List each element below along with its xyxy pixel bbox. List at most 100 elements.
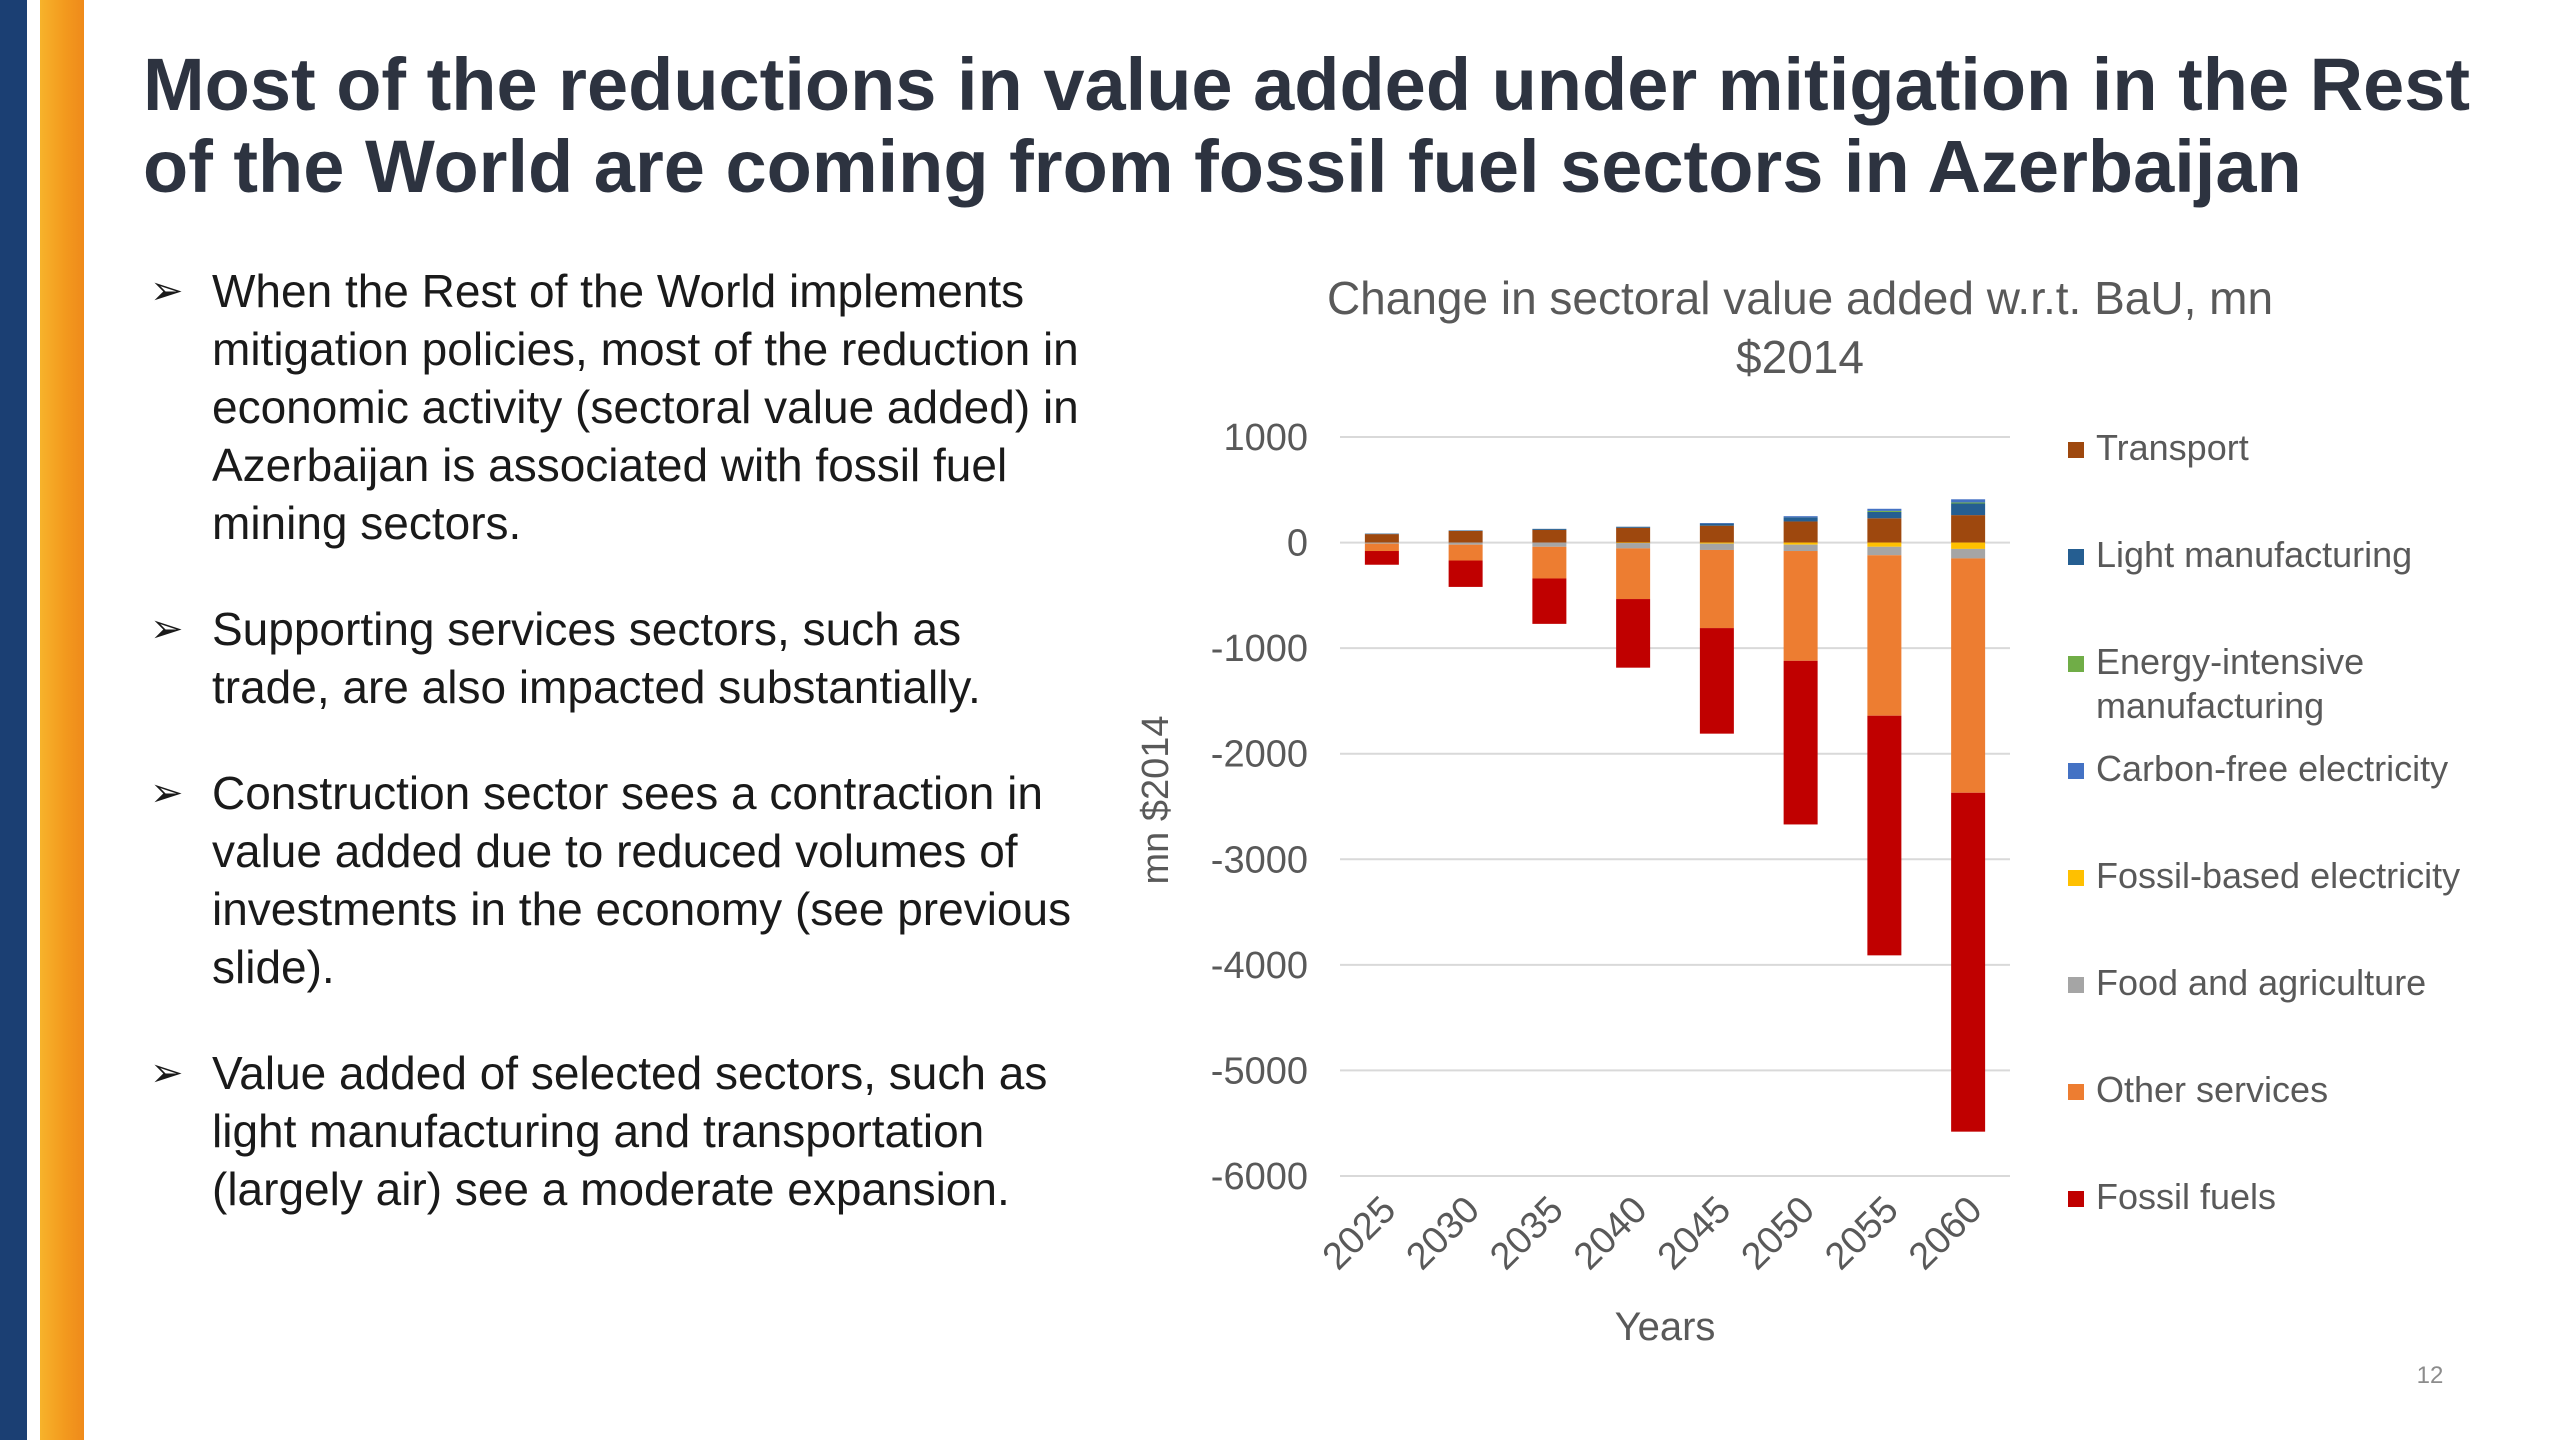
y-tick-label: -5000 [1211,1050,1308,1092]
bar-food-and-agriculture-2050 [1783,544,1818,552]
bar-light-manufacturing-2060 [1951,503,1986,516]
legend-label: Transport [2096,427,2249,468]
y-axis-ticks: 1000 0 -1000 -2000 -3000 -4000 -5000 -6000 [1211,417,1308,1198]
bar-food-and-agriculture-2055 [1867,546,1902,556]
y-axis-label: mn $2014 [1135,715,1177,884]
bar-fossil-fuels-2040 [1616,599,1651,668]
bar-food-and-agriculture-2030 [1448,542,1483,545]
legend-swatch [2068,870,2084,886]
bar-fossil-based-electricity-2060 [1951,542,1986,549]
bar-other-services-2050 [1783,551,1818,661]
bar-fossil-based-electricity-2055 [1867,542,1902,547]
y-tick-label: -6000 [1211,1156,1308,1198]
bar-light-manufacturing-2045 [1699,523,1734,526]
x-tick-label: 2040 [1566,1189,1655,1278]
x-tick-label: 2060 [1901,1189,1990,1278]
y-tick-label: 0 [1287,523,1308,565]
bar-fossil-fuels-2050 [1783,660,1818,825]
bar-other-services-2035 [1532,546,1567,579]
legend-swatch [2068,763,2084,779]
bar-food-and-agriculture-2035 [1532,542,1567,547]
bar-light-manufacturing-2050 [1783,517,1818,522]
left-stripe-orange [40,0,84,1440]
bar-transport-2055 [1867,518,1902,543]
bar-fossil-based-electricity-2045 [1699,542,1734,544]
arrow-bullet-icon: ➢ [150,607,184,651]
legend-swatch [2068,1191,2084,1207]
bar-carbon-free-electricity-2055 [1867,508,1902,511]
chart-title-line-1: Change in sectoral value added w.r.t. Ba… [1327,272,2273,324]
legend-label: Other services [2096,1069,2328,1110]
x-axis-label: Years [1615,1305,1716,1349]
bar-fossil-fuels-2025 [1364,551,1399,565]
bar-food-and-agriculture-2040 [1616,543,1651,549]
page-number: 12 [2416,1362,2444,1389]
bar-food-and-agriculture-2025 [1364,542,1399,544]
bar-transport-2045 [1699,525,1734,543]
bar-energy-intensive-manufacturing-2055 [1867,510,1902,512]
legend-swatch [2068,977,2084,993]
bar-light-manufacturing-2055 [1867,511,1902,519]
bar-fossil-fuels-2030 [1448,560,1483,587]
bar-fossil-based-electricity-2040 [1616,542,1651,544]
x-tick-label: 2050 [1734,1189,1823,1278]
bullet-text: Supporting services sectors, such as tra… [212,603,981,713]
bar-light-manufacturing-2035 [1532,528,1567,530]
bar-carbon-free-electricity-2045 [1699,523,1734,524]
bullet-text: Construction sector sees a contraction i… [212,767,1072,993]
bar-other-services-2025 [1364,543,1399,552]
bar-food-and-agriculture-2045 [1699,543,1734,550]
x-tick-label: 2030 [1399,1189,1488,1278]
legend-label: Energy-intensive manufacturing [2096,641,2364,726]
legend: Transport Light manufacturing Energy-inten… [2068,427,2460,1217]
legend-label: Fossil-based electricity [2096,855,2460,896]
x-tick-label: 2045 [1650,1189,1739,1278]
bar-food-and-agriculture-2060 [1951,548,1986,559]
bar-fossil-fuels-2045 [1699,628,1734,734]
bullet-item: ➢ Value added of selected sectors, such … [150,1044,1080,1218]
bar-fossil-fuels-2055 [1867,715,1902,956]
bullet-list: ➢ When the Rest of the World implements … [150,262,1080,1266]
y-tick-label: -2000 [1211,734,1308,776]
bar-transport-2025 [1364,534,1399,543]
bar-transport-2050 [1783,521,1818,543]
bar-fossil-based-electricity-2050 [1783,542,1818,545]
legend-swatch [2068,549,2084,565]
bullet-item: ➢ Supporting services sectors, such as t… [150,600,1080,716]
bullet-text: Value added of selected sectors, such as… [212,1047,1048,1215]
bar-other-services-2060 [1951,558,1986,793]
bar-other-services-2045 [1699,549,1734,629]
legend-label: Fossil fuels [2096,1176,2276,1217]
stacked-bar-chart: Change in sectoral value added w.r.t. Ba… [1135,272,2460,1349]
legend-label: Carbon-free electricity [2096,748,2448,789]
bar-light-manufacturing-2025 [1364,533,1399,535]
legend-swatch [2068,1084,2084,1100]
bullet-text: When the Rest of the World implements mi… [212,265,1079,549]
legend-swatch [2068,442,2084,458]
bullet-item: ➢ When the Rest of the World implements … [150,262,1080,552]
bars [1364,499,1986,1132]
bar-fossil-fuels-2060 [1951,792,1986,1132]
gridlines [1340,436,2010,1177]
y-tick-label: 1000 [1223,417,1308,459]
bar-energy-intensive-manufacturing-2060 [1951,502,1986,504]
y-tick-label: -4000 [1211,945,1308,987]
x-tick-label: 2055 [1817,1189,1906,1278]
bar-fossil-fuels-2035 [1532,578,1567,624]
bar-light-manufacturing-2030 [1448,530,1483,531]
bar-transport-2030 [1448,530,1483,543]
arrow-bullet-icon: ➢ [150,771,184,815]
bar-other-services-2030 [1448,544,1483,561]
arrow-bullet-icon: ➢ [150,1051,184,1095]
bar-carbon-free-electricity-2050 [1783,516,1818,518]
x-tick-label: 2035 [1482,1189,1571,1278]
legend-swatch [2068,656,2084,672]
bar-other-services-2040 [1616,548,1651,600]
x-tick-label: 2025 [1315,1189,1404,1278]
bar-transport-2060 [1951,515,1986,543]
slide-title: Most of the reductions in value added un… [143,43,2471,208]
bar-transport-2040 [1616,527,1651,543]
bar-other-services-2055 [1867,555,1902,716]
bullet-item: ➢ Construction sector sees a contraction… [150,764,1080,996]
